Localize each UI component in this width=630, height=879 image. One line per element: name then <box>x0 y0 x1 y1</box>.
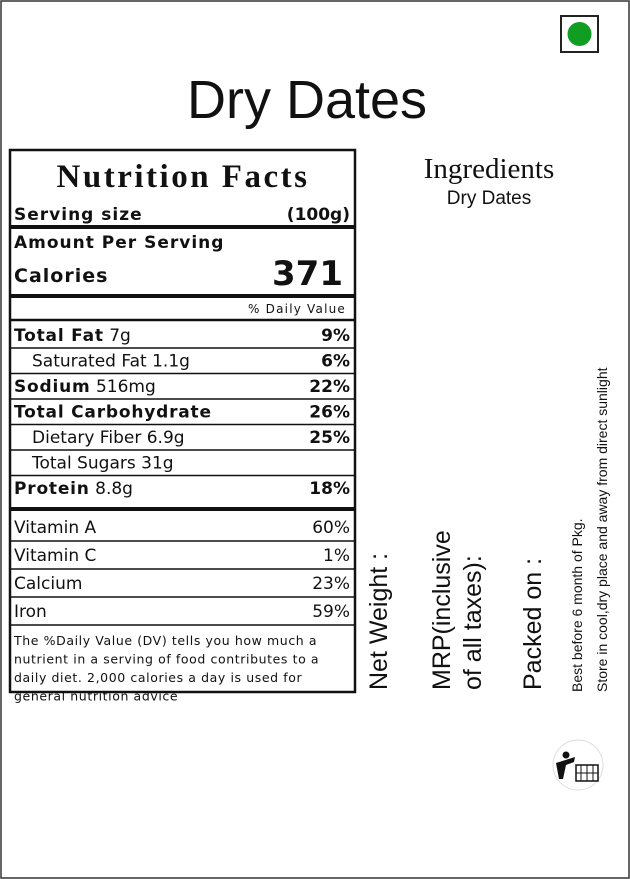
ingredients-heading: Ingredients <box>424 153 554 185</box>
nutrient-row: Protein 8.8g <box>14 479 133 499</box>
nutrient-amount: 6.9g <box>147 428 185 448</box>
vitamin-dv: 59% <box>312 602 350 622</box>
disposal-icon <box>552 739 604 791</box>
footnote-line: daily diet. 2,000 calories a day is used… <box>14 670 302 685</box>
nutrient-label: Sodium <box>14 377 91 397</box>
nutrient-label: Total Fat <box>14 326 104 346</box>
nutrient-amount: 7g <box>109 326 131 346</box>
ingredients-text: Dry Dates <box>447 188 531 209</box>
footnote-line: nutrient in a serving of food contribute… <box>14 652 319 667</box>
nutrient-amount: 8.8g <box>95 479 133 499</box>
nutrient-row: Sodium 516mg <box>14 377 156 397</box>
packed-on: Packed on : <box>519 558 547 690</box>
nutrient-row: Saturated Fat 1.1g <box>32 352 190 372</box>
serving-value: (100g) <box>287 205 350 225</box>
nutrient-label: Saturated Fat <box>32 352 147 372</box>
vitamin-label: Vitamin A <box>14 518 97 538</box>
veg-mark <box>560 15 599 53</box>
nutrient-dv: 18% <box>309 479 350 499</box>
nutrient-dv: 25% <box>309 428 350 448</box>
nutrient-row: Total Carbohydrate <box>14 403 212 423</box>
best-before: Best before 6 month of Pkg. <box>569 518 585 692</box>
vitamin-label: Iron <box>14 602 47 622</box>
nutrient-label: Dietary Fiber <box>32 428 141 448</box>
nutrition-title: Nutrition Facts <box>57 159 310 195</box>
nutrient-amount: 31g <box>141 454 173 474</box>
vitamin-dv: 23% <box>312 574 350 594</box>
vitamin-label: Calcium <box>14 574 82 594</box>
nutrition-panel: Nutrition Facts Serving size (100g) Amount … <box>8 148 357 704</box>
calories-label: Calories <box>14 265 108 287</box>
mrp-line: of all taxes): <box>459 555 487 690</box>
nutrient-row: Dietary Fiber 6.9g <box>32 428 185 448</box>
product-title: Dry Dates <box>187 70 427 130</box>
nutrient-dv: 22% <box>309 377 350 397</box>
nutrient-dv: 9% <box>321 326 350 346</box>
footnote-line: The %Daily Value (DV) tells you how much… <box>13 633 317 648</box>
veg-dot <box>567 22 592 46</box>
mrp-line: MRP(inclusive <box>428 530 456 690</box>
side-info: Net Weight : MRP(inclusive of all taxes): P… <box>365 367 610 692</box>
nutrient-dv: 6% <box>321 352 350 372</box>
vitamin-label: Vitamin C <box>14 546 96 566</box>
dv-header: % Daily Value <box>248 302 346 316</box>
storage: Store in cool,dry place and away from di… <box>594 367 610 692</box>
serving-label: Serving size <box>14 205 143 225</box>
nutrient-row: Total Fat 7g <box>14 326 131 346</box>
nutrient-amount: 1.1g <box>152 352 190 372</box>
nutrient-row: Total Sugars 31g <box>31 454 174 474</box>
nutrient-label: Total Carbohydrate <box>14 403 212 423</box>
footnote-line: general nutrition advice <box>14 689 178 704</box>
nutrient-label: Total Sugars <box>31 454 136 474</box>
vitamin-dv: 1% <box>323 546 350 566</box>
vitamin-dv: 60% <box>312 518 350 538</box>
net-weight: Net Weight : <box>365 553 393 690</box>
nutrient-amount: 516mg <box>96 377 156 397</box>
nutrient-dv: 26% <box>309 403 350 423</box>
calories-value: 371 <box>272 254 343 294</box>
nutrient-label: Protein <box>14 479 90 499</box>
amount-label: Amount Per Serving <box>14 233 224 253</box>
